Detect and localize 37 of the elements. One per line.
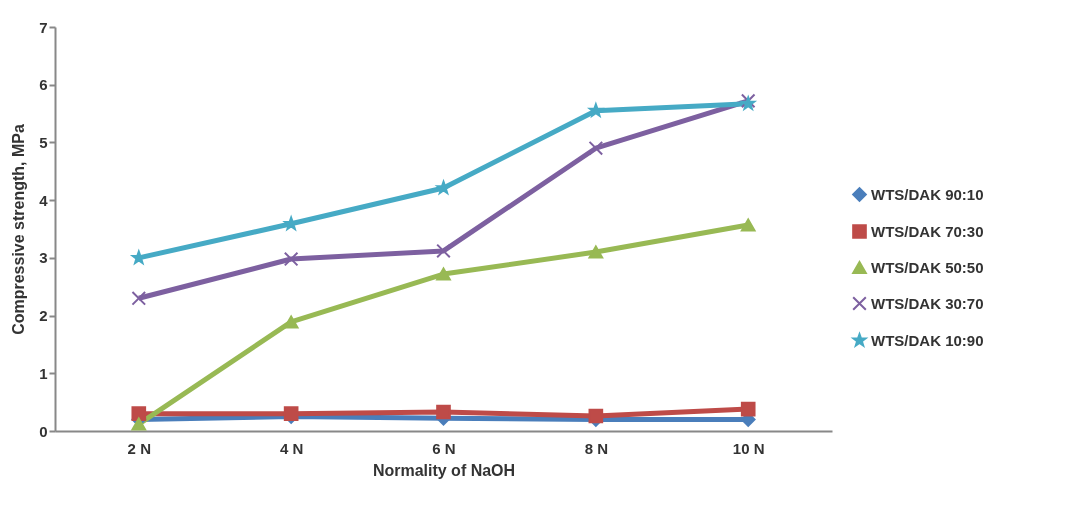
- point: [588, 245, 604, 259]
- point: [131, 290, 147, 306]
- y-tick-label: 2: [39, 307, 48, 325]
- y-tick-label: 3: [39, 249, 48, 267]
- point: [130, 248, 146, 266]
- point: [131, 417, 147, 431]
- point: [588, 140, 604, 156]
- legend-label: WTS/DAK 70:30: [871, 222, 984, 240]
- y-tick-label: 5: [39, 133, 48, 151]
- point: [740, 218, 756, 232]
- point: [436, 243, 451, 259]
- x-tick-label: 4 N: [279, 439, 304, 457]
- legend-label: WTS/DAK 30:70: [871, 294, 984, 312]
- point: [436, 180, 451, 195]
- x-axis-title: Normality of NaOH: [372, 461, 516, 479]
- x-tick-label: 10 N: [732, 439, 765, 457]
- point: [284, 216, 299, 230]
- x-tick-label: 8 N: [584, 439, 609, 457]
- y-tick-label: 1: [39, 364, 48, 382]
- y-axis-title: Compressive strength, MPa: [10, 124, 28, 335]
- point: [436, 404, 451, 420]
- legend-label: WTS/DAK 50:50: [871, 258, 984, 276]
- y-tick-label: 7: [39, 18, 48, 36]
- point: [588, 103, 603, 117]
- x-tick-label: 2 N: [127, 439, 151, 457]
- point: [436, 267, 451, 281]
- point: [283, 315, 299, 329]
- y-tick-label: 4: [39, 191, 49, 209]
- point: [588, 408, 604, 424]
- point: [740, 401, 756, 417]
- legend-label: WTS/DAK 90:10: [871, 185, 984, 203]
- y-tick-label: 6: [39, 76, 48, 94]
- point: [131, 406, 147, 422]
- point: [283, 251, 299, 267]
- legend-label: WTS/DAK 10:90: [871, 331, 984, 349]
- y-tick-label: 0: [39, 422, 48, 440]
- x-tick-label: 6 N: [432, 439, 456, 457]
